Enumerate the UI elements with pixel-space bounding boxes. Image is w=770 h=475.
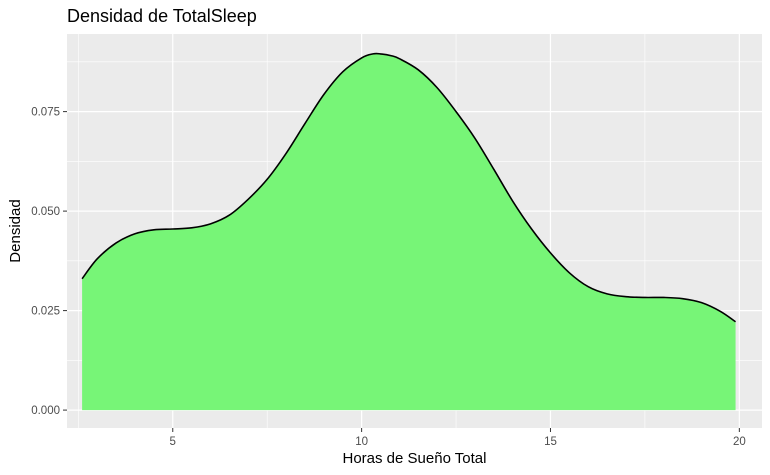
y-tick-label: 0.050 [31,206,60,218]
x-axis: 5 10 15 20 [170,428,746,448]
x-axis-title: Horas de Sueño Total [343,450,487,467]
x-tick-label: 15 [544,436,557,448]
y-tick-label: 0.025 [31,306,60,318]
x-tick-label: 20 [733,436,746,448]
y-tick-label: 0.075 [31,107,60,119]
density-line [81,52,737,323]
y-axis: 0.000 0.025 0.050 0.075 [31,107,67,417]
chart-title: Densidad de TotalSleep [67,6,257,26]
x-tick-label: 5 [170,436,176,448]
y-axis-title: Densidad [7,199,24,262]
x-tick-label: 10 [355,436,368,448]
y-tick-label: 0.000 [31,405,60,417]
density-area [82,53,736,411]
